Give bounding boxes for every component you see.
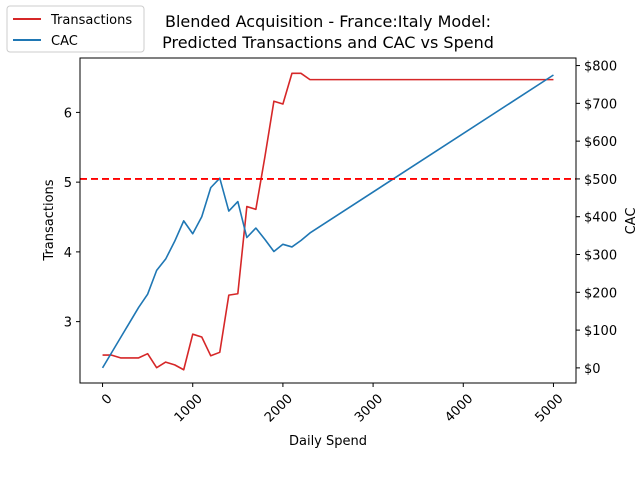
- x-tick-label: 3000: [352, 391, 386, 425]
- x-tick-label: 4000: [442, 391, 476, 425]
- chart-title-line1: Blended Acquisition - France:Italy Model…: [165, 12, 491, 31]
- left-axis-ticks: 3 4 5 6: [64, 106, 80, 331]
- series-layer: [101, 72, 554, 371]
- left-tick-label: 4: [64, 246, 72, 261]
- right-tick-label: $0: [584, 362, 601, 377]
- x-axis-label: Daily Spend: [289, 434, 367, 449]
- left-tick-label: 3: [64, 316, 72, 331]
- left-tick-label: 6: [64, 106, 72, 121]
- plot-frame: [79, 57, 577, 384]
- x-tick-label: 5000: [532, 391, 566, 425]
- legend-label-transactions: Transactions: [50, 13, 132, 28]
- x-tick-label: 1000: [172, 391, 206, 425]
- right-axis-label: CAC: [624, 208, 639, 235]
- x-axis-ticks: 0 1000 2000 3000 4000 5000: [99, 383, 567, 425]
- right-tick-label: $300: [584, 249, 617, 264]
- legend: Transactions CAC: [6, 5, 145, 53]
- chart-title-line2: Predicted Transactions and CAC vs Spend: [162, 33, 494, 52]
- series-line-cac: [101, 74, 554, 369]
- right-tick-label: $400: [584, 211, 617, 226]
- right-axis-ticks: $0 $100 $200 $300 $400 $500 $600 $700 $800: [576, 60, 617, 377]
- right-tick-label: $100: [584, 324, 617, 339]
- left-axis-label: Transactions: [42, 179, 57, 261]
- left-tick-label: 5: [64, 176, 72, 191]
- series-line-transactions: [102, 72, 554, 371]
- x-tick-label: 2000: [262, 391, 296, 425]
- right-tick-label: $700: [584, 97, 617, 112]
- right-tick-label: $200: [584, 286, 617, 301]
- right-tick-label: $600: [584, 135, 617, 150]
- legend-label-cac: CAC: [51, 34, 78, 49]
- legend-box: [6, 5, 145, 53]
- right-tick-label: $500: [584, 173, 617, 188]
- x-tick-label: 0: [99, 391, 115, 407]
- right-tick-label: $800: [584, 60, 617, 75]
